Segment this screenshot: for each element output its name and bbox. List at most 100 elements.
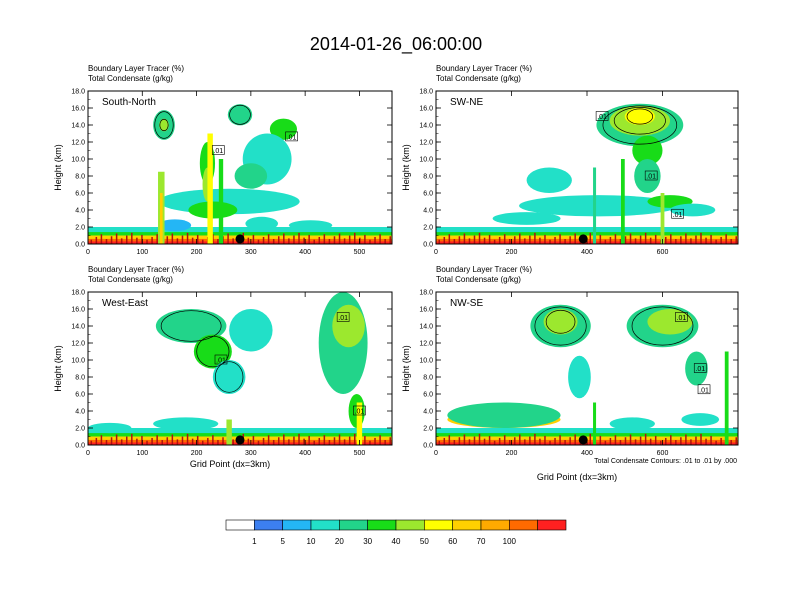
surface-streak (448, 435, 451, 445)
surface-streak (700, 232, 702, 244)
tracer-region (685, 351, 708, 386)
surface-streak (257, 239, 260, 244)
surface-streak (288, 238, 290, 244)
y-tick-label: 8.0 (423, 375, 433, 382)
tracer-region (568, 355, 591, 399)
surface-streak (227, 233, 229, 244)
surface-streak (115, 434, 118, 445)
y-tick-label: 8.0 (75, 375, 85, 382)
surface-streak (700, 433, 702, 445)
surface-streak (529, 235, 531, 244)
surface-streak (364, 234, 366, 244)
surface-streak (725, 234, 727, 244)
surface-streak (634, 439, 637, 445)
surface-streak (252, 435, 255, 445)
y-tick-label: 0.0 (75, 443, 85, 450)
tracer-region (332, 304, 365, 348)
tracer-region (88, 422, 132, 434)
tracer-region (647, 309, 693, 335)
y-axis-label: Height (km) (401, 345, 411, 392)
y-tick-label: 12.0 (419, 140, 433, 147)
contour-label-box (211, 145, 225, 155)
condensate-contour (613, 107, 666, 135)
y-axis-label: Height (km) (401, 144, 411, 191)
surface-streak (126, 235, 128, 244)
surface-streak (247, 438, 250, 445)
surface-streak (498, 236, 501, 244)
surface-streak (695, 235, 697, 244)
surface-streak (685, 434, 687, 445)
tracer-region (634, 159, 661, 193)
surface-streak (488, 435, 491, 445)
surface-streak (534, 232, 536, 244)
x-tick-label: 300 (245, 450, 257, 457)
surface-streak (690, 238, 692, 244)
surface-streak (569, 236, 571, 244)
surface-streak (338, 233, 341, 244)
surface-streak (559, 234, 561, 244)
y-tick-label: 14.0 (419, 324, 433, 331)
panel-title-line1: Boundary Layer Tracer (%) (88, 265, 184, 274)
surface-streak (654, 435, 657, 445)
colorbar-swatch (310, 519, 340, 531)
surface-streak (90, 239, 93, 244)
y-tick-label: 16.0 (419, 307, 433, 314)
surface-streak (389, 236, 391, 244)
tracer-region (609, 417, 655, 431)
surface-streak (278, 437, 280, 445)
y-tick-label: 16.0 (71, 106, 85, 113)
panel-title-line1: Boundary Layer Tracer (%) (436, 64, 532, 73)
y-tick-label: 4.0 (423, 208, 433, 215)
colorbar-label: 10 (307, 537, 316, 546)
x-tick-label: 600 (657, 450, 669, 457)
surface-streak (333, 236, 336, 244)
surface-streak (191, 438, 194, 445)
tracer-region (193, 334, 232, 369)
contour-label-box (693, 363, 707, 373)
surface-streak (171, 434, 174, 445)
y-tick-label: 0.0 (423, 443, 433, 450)
surface-streak (196, 234, 199, 244)
tracer-region (159, 118, 169, 132)
tracer-region (153, 417, 219, 431)
tracer-region (526, 167, 572, 193)
panel-label: SW-NE (450, 97, 483, 108)
colorbar-label: 30 (363, 537, 372, 546)
condensate-contour (214, 361, 244, 393)
contour-label: .01 (673, 212, 683, 219)
surface-streak (328, 440, 331, 445)
contour-label: .01 (216, 358, 226, 365)
contour-label-box (671, 208, 684, 219)
x-tick-label: 200 (191, 249, 203, 256)
surface-streak (473, 235, 476, 244)
surface-streak (202, 440, 204, 445)
surface-streak (483, 438, 486, 445)
surface-streak (675, 440, 677, 445)
plot-area: .01 .01 .01 (88, 292, 392, 445)
surface-streak (493, 239, 496, 244)
x-tick-label: 200 (191, 450, 203, 457)
surface-streak (110, 236, 113, 244)
tracer-region (681, 413, 720, 426)
surface-streak (639, 436, 642, 445)
surface-streak (136, 237, 138, 244)
y-tick-label: 14.0 (71, 324, 85, 331)
contour-label-box (644, 170, 658, 181)
y-tick-label: 0.0 (423, 242, 433, 249)
plot-area: .01 .01 .01 (436, 91, 738, 244)
contour-label-box (214, 354, 228, 365)
surface-streak (665, 236, 667, 244)
surface-streak (338, 434, 341, 445)
surface-streak (293, 235, 295, 244)
surface-streak (680, 236, 682, 244)
x-tick-label: 0 (86, 450, 90, 457)
plot-background (436, 91, 738, 244)
contour-label: .01 (677, 315, 687, 322)
surface-streak (146, 440, 148, 445)
condensate-contour (631, 306, 694, 346)
surface-streak (649, 237, 652, 244)
y-tick-label: 6.0 (423, 392, 433, 399)
colorbar-label: 50 (420, 537, 429, 546)
surface-streak (232, 238, 234, 244)
